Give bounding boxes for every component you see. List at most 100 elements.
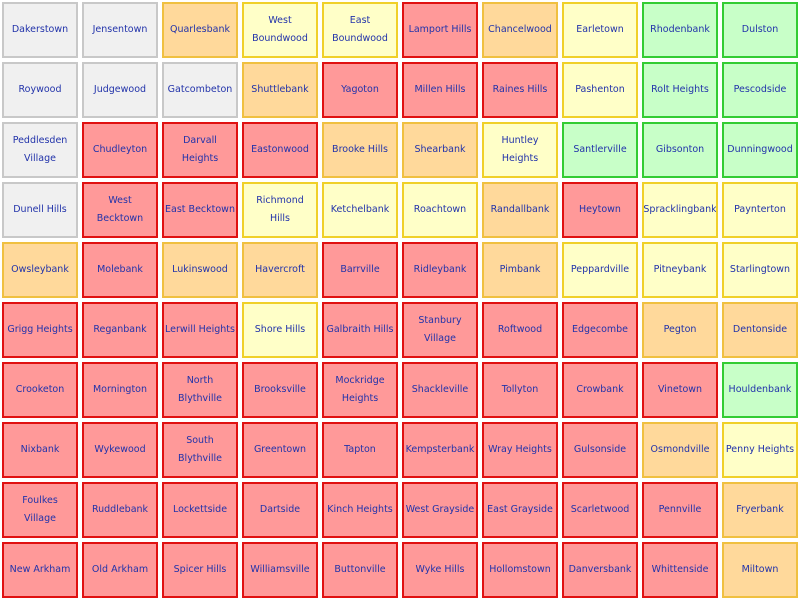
suburb-cell[interactable]: Chancelwood (482, 2, 558, 58)
suburb-cell[interactable]: South Blythville (162, 422, 238, 478)
suburb-cell[interactable]: Pitneybank (642, 242, 718, 298)
suburb-cell[interactable]: Williamsville (242, 542, 318, 598)
suburb-cell[interactable]: Penny Heights (722, 422, 798, 478)
suburb-cell[interactable]: Nixbank (2, 422, 78, 478)
suburb-cell[interactable]: Chudleyton (82, 122, 158, 178)
suburb-cell[interactable]: Paynterton (722, 182, 798, 238)
suburb-cell[interactable]: Osmondville (642, 422, 718, 478)
suburb-cell[interactable]: Dartside (242, 482, 318, 538)
suburb-cell[interactable]: Quarlesbank (162, 2, 238, 58)
suburb-cell[interactable]: Shackleville (402, 362, 478, 418)
suburb-cell[interactable]: Tollyton (482, 362, 558, 418)
suburb-cell[interactable]: Crooketon (2, 362, 78, 418)
suburb-cell[interactable]: Brooke Hills (322, 122, 398, 178)
suburb-cell[interactable]: Peddlesden Village (2, 122, 78, 178)
suburb-cell[interactable]: Owsleybank (2, 242, 78, 298)
suburb-cell[interactable]: Rhodenbank (642, 2, 718, 58)
suburb-cell[interactable]: Danversbank (562, 542, 638, 598)
suburb-cell[interactable]: Dunell Hills (2, 182, 78, 238)
suburb-cell[interactable]: East Becktown (162, 182, 238, 238)
suburb-cell[interactable]: Shearbank (402, 122, 478, 178)
suburb-cell[interactable]: Pescodside (722, 62, 798, 118)
suburb-cell[interactable]: Lamport Hills (402, 2, 478, 58)
suburb-cell[interactable]: West Becktown (82, 182, 158, 238)
suburb-cell[interactable]: Pashenton (562, 62, 638, 118)
suburb-cell[interactable]: East Grayside (482, 482, 558, 538)
suburb-cell[interactable]: Brooksville (242, 362, 318, 418)
suburb-cell[interactable]: Foulkes Village (2, 482, 78, 538)
suburb-cell[interactable]: Eastonwood (242, 122, 318, 178)
suburb-cell[interactable]: Randallbank (482, 182, 558, 238)
suburb-cell[interactable]: Wyke Hills (402, 542, 478, 598)
suburb-cell[interactable]: Miltown (722, 542, 798, 598)
suburb-cell[interactable]: Galbraith Hills (322, 302, 398, 358)
suburb-cell[interactable]: Jensentown (82, 2, 158, 58)
suburb-cell[interactable]: Pegton (642, 302, 718, 358)
suburb-cell[interactable]: Lockettside (162, 482, 238, 538)
suburb-cell[interactable]: Shuttlebank (242, 62, 318, 118)
suburb-cell[interactable]: Kempsterbank (402, 422, 478, 478)
suburb-cell[interactable]: Gulsonside (562, 422, 638, 478)
suburb-cell[interactable]: Peppardville (562, 242, 638, 298)
suburb-cell[interactable]: Whittenside (642, 542, 718, 598)
suburb-cell[interactable]: Barrville (322, 242, 398, 298)
suburb-cell[interactable]: Earletown (562, 2, 638, 58)
suburb-cell[interactable]: Roftwood (482, 302, 558, 358)
suburb-cell[interactable]: New Arkham (2, 542, 78, 598)
suburb-cell[interactable]: Huntley Heights (482, 122, 558, 178)
suburb-cell[interactable]: Ridleybank (402, 242, 478, 298)
suburb-cell[interactable]: Ketchelbank (322, 182, 398, 238)
suburb-cell[interactable]: Reganbank (82, 302, 158, 358)
suburb-cell[interactable]: Ruddlebank (82, 482, 158, 538)
suburb-cell[interactable]: Mornington (82, 362, 158, 418)
suburb-cell[interactable]: East Boundwood (322, 2, 398, 58)
suburb-cell[interactable]: North Blythville (162, 362, 238, 418)
suburb-cell[interactable]: Greentown (242, 422, 318, 478)
suburb-cell[interactable]: Heytown (562, 182, 638, 238)
suburb-cell[interactable]: Fryerbank (722, 482, 798, 538)
suburb-cell[interactable]: Richmond Hills (242, 182, 318, 238)
suburb-cell[interactable]: Scarletwood (562, 482, 638, 538)
suburb-cell[interactable]: West Boundwood (242, 2, 318, 58)
suburb-cell[interactable]: Old Arkham (82, 542, 158, 598)
suburb-cell[interactable]: Spracklingbank (642, 182, 718, 238)
suburb-cell[interactable]: Vinetown (642, 362, 718, 418)
suburb-cell[interactable]: Pimbank (482, 242, 558, 298)
suburb-cell[interactable]: Raines Hills (482, 62, 558, 118)
suburb-cell[interactable]: Dakerstown (2, 2, 78, 58)
suburb-cell[interactable]: Lerwill Heights (162, 302, 238, 358)
suburb-cell[interactable]: Dunningwood (722, 122, 798, 178)
suburb-cell[interactable]: Starlingtown (722, 242, 798, 298)
suburb-cell[interactable]: Kinch Heights (322, 482, 398, 538)
suburb-cell[interactable]: Santlerville (562, 122, 638, 178)
suburb-cell[interactable]: Havercroft (242, 242, 318, 298)
suburb-cell[interactable]: West Grayside (402, 482, 478, 538)
suburb-cell[interactable]: Shore Hills (242, 302, 318, 358)
suburb-cell[interactable]: Darvall Heights (162, 122, 238, 178)
suburb-cell[interactable]: Millen Hills (402, 62, 478, 118)
suburb-cell[interactable]: Edgecombe (562, 302, 638, 358)
suburb-cell[interactable]: Gibsonton (642, 122, 718, 178)
suburb-cell[interactable]: Tapton (322, 422, 398, 478)
suburb-cell[interactable]: Yagoton (322, 62, 398, 118)
suburb-cell[interactable]: Spicer Hills (162, 542, 238, 598)
suburb-cell[interactable]: Wykewood (82, 422, 158, 478)
suburb-cell[interactable]: Mockridge Heights (322, 362, 398, 418)
suburb-cell[interactable]: Stanbury Village (402, 302, 478, 358)
suburb-cell[interactable]: Lukinswood (162, 242, 238, 298)
suburb-cell[interactable]: Molebank (82, 242, 158, 298)
suburb-cell[interactable]: Wray Heights (482, 422, 558, 478)
suburb-cell[interactable]: Grigg Heights (2, 302, 78, 358)
suburb-cell[interactable]: Judgewood (82, 62, 158, 118)
suburb-cell[interactable]: Pennville (642, 482, 718, 538)
suburb-cell[interactable]: Dulston (722, 2, 798, 58)
suburb-cell[interactable]: Crowbank (562, 362, 638, 418)
suburb-cell[interactable]: Roachtown (402, 182, 478, 238)
suburb-cell[interactable]: Dentonside (722, 302, 798, 358)
suburb-cell[interactable]: Gatcombeton (162, 62, 238, 118)
suburb-cell[interactable]: Hollomstown (482, 542, 558, 598)
suburb-cell[interactable]: Roywood (2, 62, 78, 118)
suburb-cell[interactable]: Houldenbank (722, 362, 798, 418)
suburb-cell[interactable]: Rolt Heights (642, 62, 718, 118)
suburb-cell[interactable]: Buttonville (322, 542, 398, 598)
